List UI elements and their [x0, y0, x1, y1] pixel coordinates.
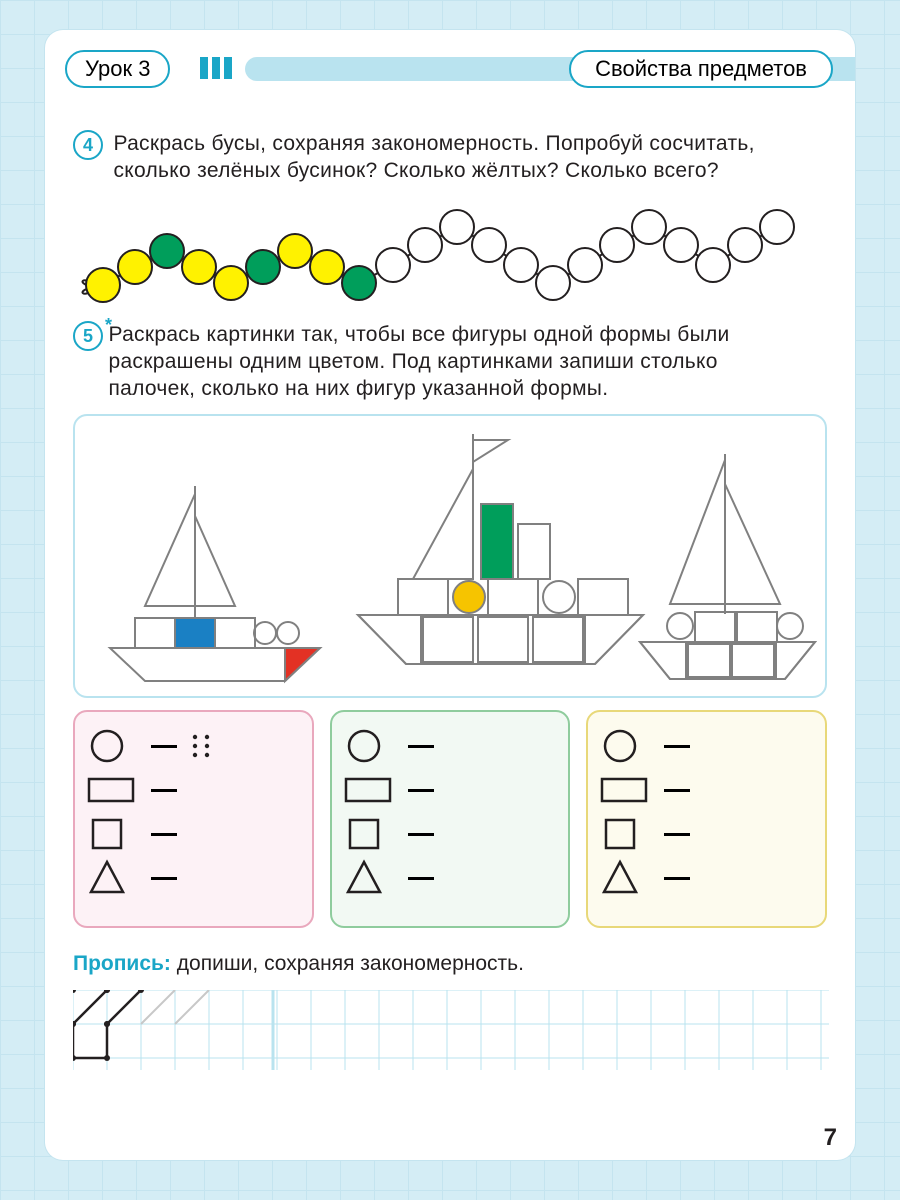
count-row — [342, 856, 559, 900]
tally-icon — [187, 731, 221, 761]
task-number-badge: 4 — [73, 130, 103, 160]
task-text: Раскрась картинки так, чтобы все фигуры … — [108, 321, 808, 403]
writing-grid — [73, 990, 827, 1070]
dash-icon — [664, 745, 690, 748]
dash-icon — [408, 789, 434, 792]
count-row — [85, 856, 302, 900]
dash-icon — [408, 833, 434, 836]
page-header: Урок 3 Свойства предметов — [45, 30, 855, 118]
lesson-pill: Урок 3 — [65, 50, 170, 88]
triangle-icon — [598, 858, 648, 898]
circle-icon — [342, 726, 392, 766]
dash-icon — [151, 745, 177, 748]
dash-icon — [664, 833, 690, 836]
triangle-icon — [342, 858, 392, 898]
rect-icon — [342, 770, 392, 810]
dash-icon — [664, 789, 690, 792]
content-area: 4 Раскрась бусы, сохраняя закономерность… — [45, 118, 855, 1070]
count-row — [342, 812, 559, 856]
dash-icon — [664, 877, 690, 880]
count-box-ship2 — [330, 710, 571, 928]
count-box-ship3 — [586, 710, 827, 928]
header-dots-icon — [200, 55, 244, 83]
page-number: 7 — [824, 1124, 837, 1152]
title-pill: Свойства предметов — [569, 50, 833, 88]
propis-label: Пропись: — [73, 952, 171, 975]
propis-section: Пропись: допиши, сохраняя закономерность… — [73, 952, 827, 976]
dash-icon — [408, 745, 434, 748]
count-row — [85, 812, 302, 856]
dash-icon — [408, 877, 434, 880]
count-row — [598, 768, 815, 812]
worksheet-page: Урок 3 Свойства предметов 4 Раскрась бус… — [45, 30, 855, 1160]
rect-icon — [598, 770, 648, 810]
task-4: 4 Раскрась бусы, сохраняя закономерность… — [73, 130, 827, 185]
count-boxes-row — [73, 710, 827, 928]
count-row — [598, 856, 815, 900]
count-row — [598, 724, 815, 768]
count-row — [342, 768, 559, 812]
task-5: 5* Раскрась картинки так, чтобы все фигу… — [73, 321, 827, 403]
square-icon — [85, 814, 135, 854]
count-box-ship1 — [73, 710, 314, 928]
ships-box — [73, 414, 827, 698]
ships-diagram — [75, 416, 825, 696]
count-row — [598, 812, 815, 856]
count-row — [342, 724, 559, 768]
propis-text: допиши, сохраняя закономерность. — [177, 952, 524, 975]
triangle-icon — [85, 858, 135, 898]
circle-icon — [85, 726, 135, 766]
rect-icon — [85, 770, 135, 810]
writing-pattern — [73, 990, 829, 1070]
dash-icon — [151, 789, 177, 792]
square-icon — [598, 814, 648, 854]
beads-diagram — [73, 195, 823, 310]
task-text: Раскрась бусы, сохраняя закономерность. … — [113, 130, 813, 185]
dash-icon — [151, 877, 177, 880]
count-row — [85, 724, 302, 768]
task-number-badge: 5 — [73, 321, 103, 351]
dash-icon — [151, 833, 177, 836]
square-icon — [342, 814, 392, 854]
circle-icon — [598, 726, 648, 766]
count-row — [85, 768, 302, 812]
